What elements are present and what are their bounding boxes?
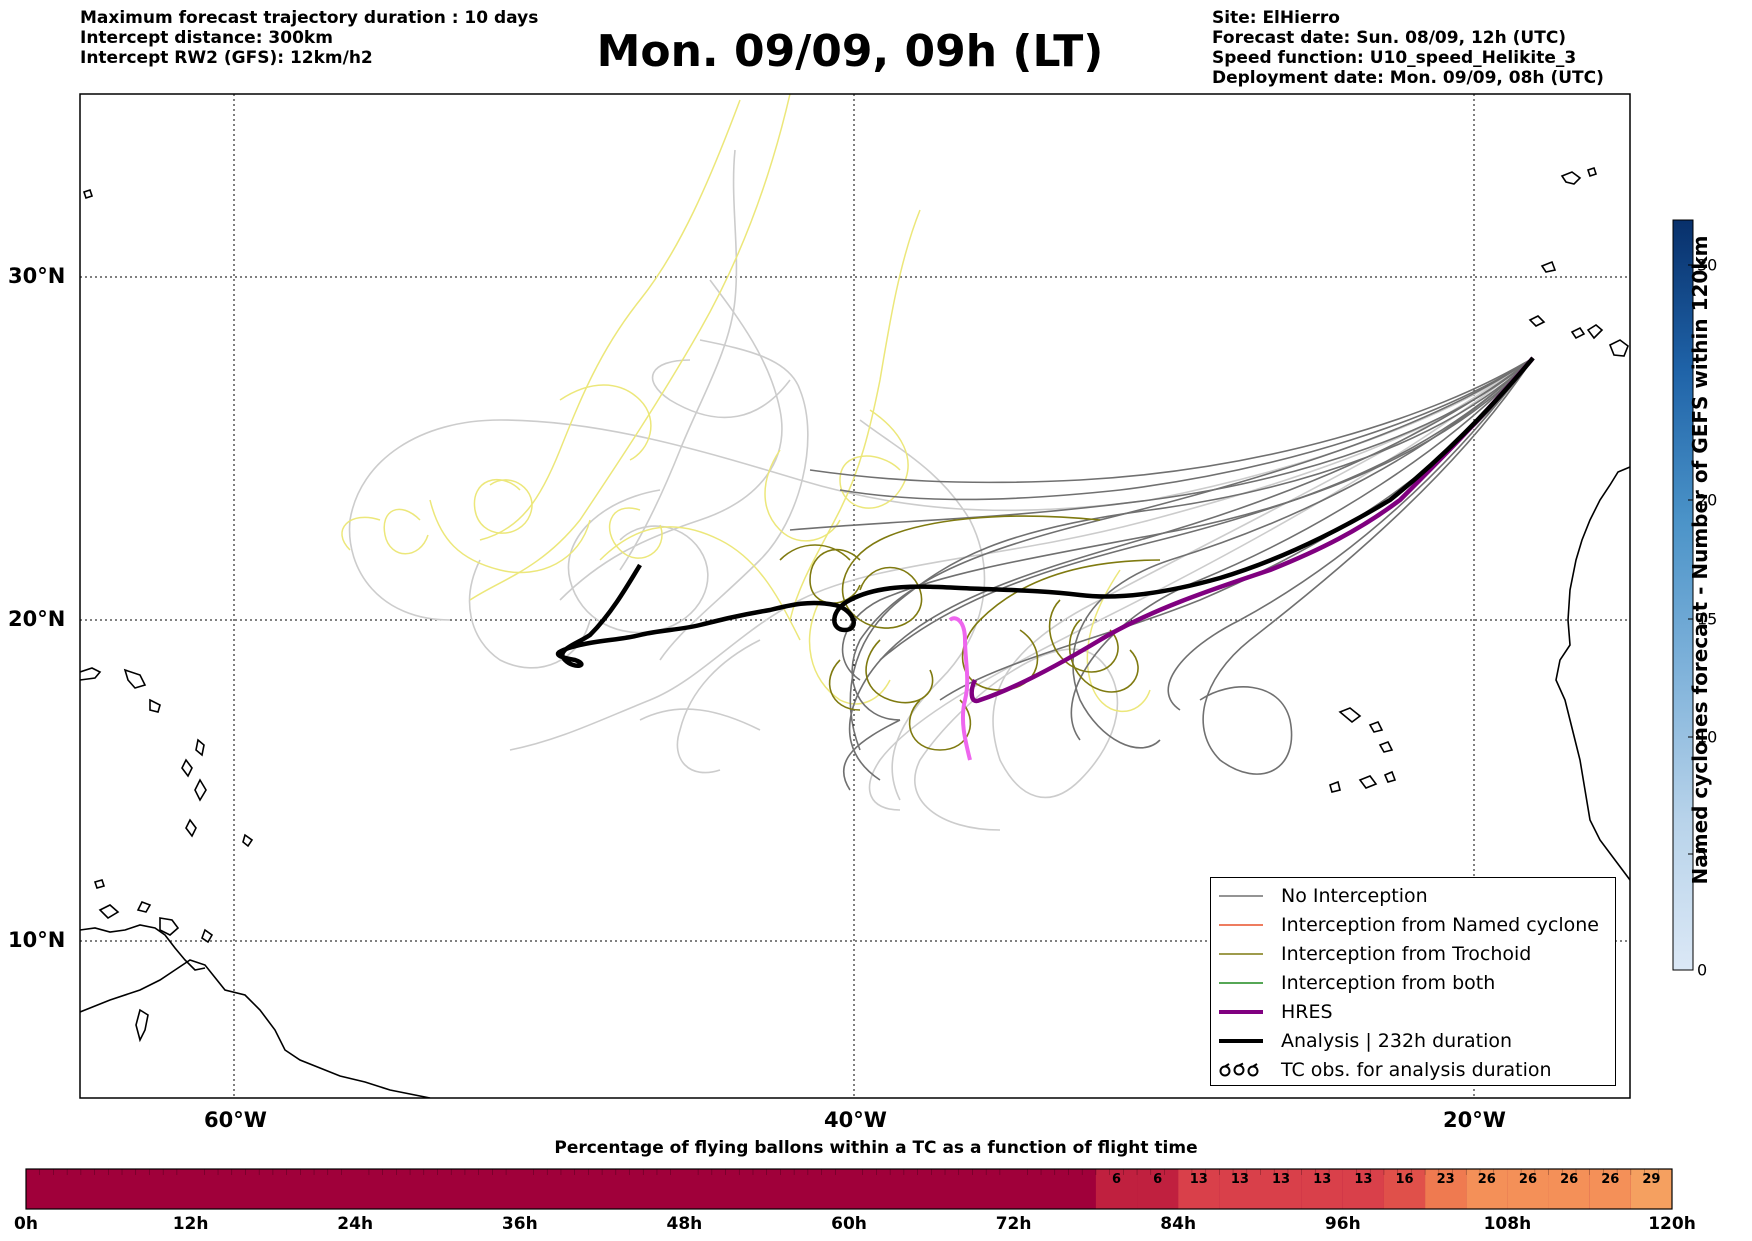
legend-label-named-cyclone: Interception from Named cyclone: [1281, 914, 1599, 936]
lat-label-10n: 10°N: [8, 928, 66, 952]
legend-item-named-cyclone: Interception from Named cyclone: [1217, 912, 1599, 938]
flight-bar-value: 29: [1642, 1172, 1661, 1187]
legend-item-hres: HRES: [1217, 999, 1333, 1025]
page-title: Mon. 09/09, 09h (LT): [596, 26, 1104, 77]
flight-bar-tick-label: 48h: [666, 1214, 703, 1234]
flight-bar-value: 13: [1189, 1172, 1208, 1187]
colorbar-tick-5: 5: [1697, 844, 1708, 864]
flight-bar-tick-label: 96h: [1324, 1214, 1361, 1234]
trochoid-interception-trajectories: [779, 515, 1161, 751]
flight-bar-value: 13: [1354, 1172, 1373, 1187]
header-right-info: Site: ElHierro Forecast date: Sun. 08/09…: [1212, 8, 1604, 88]
legend-item-trochoid: Interception from Trochoid: [1217, 941, 1531, 967]
flight-bar-value: 16: [1395, 1172, 1414, 1187]
map-legend: No Interception Interception from Named …: [1210, 877, 1616, 1086]
yellow-trajectories: [341, 94, 1151, 713]
colorbar-tick-10: 10: [1697, 727, 1718, 747]
flight-bar-value: 26: [1560, 1172, 1579, 1187]
legend-item-analysis: Analysis | 232h duration: [1217, 1028, 1512, 1054]
legend-swatch-analysis: [1219, 1039, 1263, 1043]
flight-bar-value: 13: [1313, 1172, 1332, 1187]
flight-bar-tick-label: 60h: [831, 1214, 867, 1234]
flight-bar-tick-label: 24h: [337, 1214, 374, 1234]
flight-bar-tick-label: 108h: [1483, 1214, 1532, 1234]
lon-label-60w: 60°W: [204, 1108, 267, 1132]
flight-bar-tick-label: 0h: [14, 1214, 38, 1234]
colorbar-gradient: [1672, 219, 1694, 971]
speed-function-text: Speed function: U10_speed_Helikite_3: [1212, 48, 1577, 68]
legend-label-analysis: Analysis | 232h duration: [1281, 1030, 1513, 1052]
flight-bar-tick-label: 72h: [995, 1214, 1032, 1234]
flight-bar-value: 26: [1477, 1172, 1496, 1187]
flight-bar-value: 26: [1601, 1172, 1620, 1187]
legend-label-no-interception: No Interception: [1281, 885, 1428, 907]
flight-bar-value: 6: [1111, 1172, 1121, 1187]
no-interception-trajectories: [789, 357, 1534, 791]
legend-swatch-trochoid: [1219, 953, 1263, 955]
forecast-date-text: Forecast date: Sun. 08/09, 12h (UTC): [1212, 28, 1567, 48]
intercept-distance-text: Intercept distance: 300km: [80, 28, 333, 48]
colorbar-tick-marks: [1688, 264, 1693, 971]
analysis-trajectory: [555, 356, 1535, 668]
legend-label-both: Interception from both: [1281, 972, 1496, 994]
header-left-info: Maximum forecast trajectory duration : 1…: [80, 8, 538, 68]
lon-label-20w: 20°W: [1443, 1108, 1506, 1132]
intercept-rw2-text: Intercept RW2 (GFS): 12km/h2: [80, 48, 373, 68]
flight-bar-value: 23: [1436, 1172, 1455, 1187]
flight-bar-tick-label: 36h: [501, 1214, 538, 1234]
flight-bar-value: 13: [1272, 1172, 1291, 1187]
colorbar-tick-15: 15: [1697, 609, 1718, 629]
legend-swatch-no-interception: [1219, 895, 1263, 897]
coastlines: [80, 166, 1630, 1098]
colorbar-tick-20: 20: [1697, 490, 1718, 510]
map-frame: [79, 93, 1631, 1099]
flight-bar-value: 6: [1153, 1172, 1163, 1187]
max-duration-text: Maximum forecast trajectory duration : 1…: [80, 8, 539, 28]
legend-item-no-interception: No Interception: [1217, 883, 1428, 909]
deployment-date-text: Deployment date: Mon. 09/09, 08h (UTC): [1212, 68, 1604, 88]
legend-swatch-both: [1219, 982, 1263, 984]
flight-bar-value: 26: [1518, 1172, 1538, 1187]
flight-bar-tick-label: 12h: [172, 1214, 209, 1234]
colorbar-tick-30: 30: [1697, 255, 1718, 275]
cyclone-symbol-icon: [1219, 1062, 1259, 1077]
pink-trajectory: [948, 616, 972, 761]
legend-item-tc-obs: TC obs. for analysis duration: [1217, 1057, 1552, 1083]
legend-swatch-hres: [1219, 1010, 1263, 1014]
lon-label-40w: 40°W: [824, 1108, 887, 1132]
legend-item-both: Interception from both: [1217, 970, 1495, 996]
lat-label-30n: 30°N: [8, 264, 66, 288]
legend-swatch-named-cyclone: [1219, 924, 1263, 926]
legend-label-tc-obs: TC obs. for analysis duration: [1281, 1059, 1552, 1081]
site-text: Site: ElHierro: [1212, 8, 1340, 28]
colorbar-label: Named cyclones forecast - Number of GEFS…: [1688, 235, 1712, 885]
flight-bar-value: 13: [1230, 1172, 1249, 1187]
legend-label-trochoid: Interception from Trochoid: [1281, 943, 1532, 965]
flight-bar-title: Percentage of flying ballons within a TC…: [554, 1138, 1198, 1158]
legend-label-hres: HRES: [1281, 1001, 1333, 1023]
colorbar-tick-0: 0: [1697, 960, 1708, 980]
flight-bar-tick-label: 120h: [1648, 1214, 1696, 1234]
lat-label-20n: 20°N: [8, 607, 66, 631]
hres-trajectory: [969, 356, 1535, 704]
flight-bar-tick-label: 84h: [1160, 1214, 1197, 1234]
